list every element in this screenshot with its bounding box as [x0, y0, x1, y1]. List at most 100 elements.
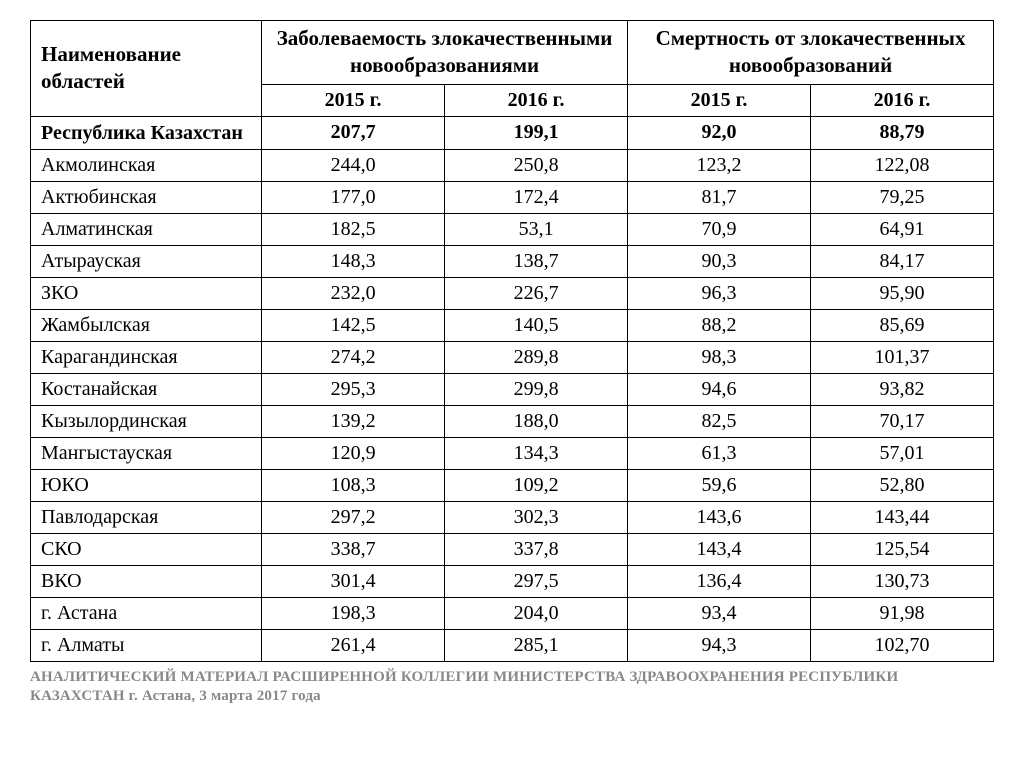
cell-inc2016: 226,7	[445, 277, 628, 309]
table-row: Жамбылская142,5140,588,285,69	[31, 309, 994, 341]
cell-mor2016: 91,98	[811, 597, 994, 629]
cell-mor2015: 82,5	[628, 405, 811, 437]
summary-inc2015: 207,7	[262, 116, 445, 149]
cell-mor2016: 64,91	[811, 213, 994, 245]
region-name: Актюбинская	[31, 181, 262, 213]
cell-mor2016: 143,44	[811, 501, 994, 533]
cell-mor2016: 85,69	[811, 309, 994, 341]
table-row: Алматинская182,553,170,964,91	[31, 213, 994, 245]
region-name: ВКО	[31, 565, 262, 597]
cell-inc2016: 204,0	[445, 597, 628, 629]
table-body: Республика Казахстан 207,7 199,1 92,0 88…	[31, 116, 994, 661]
header-mor-2015: 2015 г.	[628, 84, 811, 116]
cell-inc2016: 337,8	[445, 533, 628, 565]
cell-mor2016: 102,70	[811, 629, 994, 661]
cell-inc2015: 120,9	[262, 437, 445, 469]
header-inc-2016: 2016 г.	[445, 84, 628, 116]
table-row: Мангыстауская120,9134,361,357,01	[31, 437, 994, 469]
cell-inc2015: 142,5	[262, 309, 445, 341]
table-row: Актюбинская177,0172,481,779,25	[31, 181, 994, 213]
table-row: Костанайская295,3299,894,693,82	[31, 373, 994, 405]
cell-mor2015: 93,4	[628, 597, 811, 629]
cell-inc2015: 338,7	[262, 533, 445, 565]
cell-inc2016: 109,2	[445, 469, 628, 501]
table-row: г. Алматы261,4285,194,3102,70	[31, 629, 994, 661]
cell-inc2015: 108,3	[262, 469, 445, 501]
cell-mor2015: 94,6	[628, 373, 811, 405]
cell-inc2016: 297,5	[445, 565, 628, 597]
cell-mor2016: 52,80	[811, 469, 994, 501]
cell-mor2015: 143,4	[628, 533, 811, 565]
header-inc-2015: 2015 г.	[262, 84, 445, 116]
cell-mor2015: 96,3	[628, 277, 811, 309]
region-name: Кызылординская	[31, 405, 262, 437]
table-row: ВКО301,4297,5136,4130,73	[31, 565, 994, 597]
table-row: Павлодарская297,2302,3143,6143,44	[31, 501, 994, 533]
cell-mor2016: 101,37	[811, 341, 994, 373]
cell-inc2016: 250,8	[445, 149, 628, 181]
region-name: Алматинская	[31, 213, 262, 245]
table-row: ЗКО232,0226,796,395,90	[31, 277, 994, 309]
table-row: Атырауская148,3138,790,384,17	[31, 245, 994, 277]
cell-mor2015: 143,6	[628, 501, 811, 533]
cell-mor2015: 59,6	[628, 469, 811, 501]
cell-mor2015: 61,3	[628, 437, 811, 469]
summary-mor2015: 92,0	[628, 116, 811, 149]
cell-mor2016: 122,08	[811, 149, 994, 181]
cell-inc2015: 198,3	[262, 597, 445, 629]
header-mor-2016: 2016 г.	[811, 84, 994, 116]
cell-inc2015: 148,3	[262, 245, 445, 277]
statistics-table: Наименование областей Заболеваемость зло…	[30, 20, 994, 662]
cell-mor2016: 93,82	[811, 373, 994, 405]
table-row: ЮКО108,3109,259,652,80	[31, 469, 994, 501]
cell-inc2015: 301,4	[262, 565, 445, 597]
header-incidence: Заболеваемость злокачественными новообра…	[262, 21, 628, 85]
cell-inc2016: 140,5	[445, 309, 628, 341]
cell-mor2015: 88,2	[628, 309, 811, 341]
table-row: г. Астана198,3204,093,491,98	[31, 597, 994, 629]
header-mortality: Смертность от злокачественных новообразо…	[628, 21, 994, 85]
region-name: Карагандинская	[31, 341, 262, 373]
cell-inc2015: 232,0	[262, 277, 445, 309]
cell-mor2016: 95,90	[811, 277, 994, 309]
region-name: ЗКО	[31, 277, 262, 309]
cell-inc2016: 188,0	[445, 405, 628, 437]
summary-name: Республика Казахстан	[31, 116, 262, 149]
cell-inc2016: 285,1	[445, 629, 628, 661]
cell-mor2015: 90,3	[628, 245, 811, 277]
cell-mor2016: 130,73	[811, 565, 994, 597]
region-name: г. Астана	[31, 597, 262, 629]
cell-inc2016: 172,4	[445, 181, 628, 213]
cell-mor2015: 123,2	[628, 149, 811, 181]
region-name: ЮКО	[31, 469, 262, 501]
cell-inc2015: 297,2	[262, 501, 445, 533]
region-name: г. Алматы	[31, 629, 262, 661]
cell-inc2015: 244,0	[262, 149, 445, 181]
header-region: Наименование областей	[31, 21, 262, 117]
region-name: СКО	[31, 533, 262, 565]
cell-mor2015: 70,9	[628, 213, 811, 245]
cell-inc2016: 138,7	[445, 245, 628, 277]
cell-inc2015: 274,2	[262, 341, 445, 373]
region-name: Костанайская	[31, 373, 262, 405]
cell-inc2015: 261,4	[262, 629, 445, 661]
cell-mor2016: 70,17	[811, 405, 994, 437]
cell-inc2016: 302,3	[445, 501, 628, 533]
cell-mor2015: 136,4	[628, 565, 811, 597]
cell-mor2016: 57,01	[811, 437, 994, 469]
cell-inc2016: 134,3	[445, 437, 628, 469]
cell-inc2016: 299,8	[445, 373, 628, 405]
cell-inc2015: 295,3	[262, 373, 445, 405]
cell-mor2016: 79,25	[811, 181, 994, 213]
cell-inc2015: 177,0	[262, 181, 445, 213]
summary-row: Республика Казахстан 207,7 199,1 92,0 88…	[31, 116, 994, 149]
region-name: Жамбылская	[31, 309, 262, 341]
table-row: Акмолинская244,0250,8123,2122,08	[31, 149, 994, 181]
cell-mor2015: 94,3	[628, 629, 811, 661]
cell-mor2015: 98,3	[628, 341, 811, 373]
region-name: Атырауская	[31, 245, 262, 277]
footer-source: АНАЛИТИЧЕСКИЙ МАТЕРИАЛ РАСШИРЕННОЙ КОЛЛЕ…	[30, 668, 994, 707]
region-name: Акмолинская	[31, 149, 262, 181]
table-row: Кызылординская139,2188,082,570,17	[31, 405, 994, 437]
summary-inc2016: 199,1	[445, 116, 628, 149]
